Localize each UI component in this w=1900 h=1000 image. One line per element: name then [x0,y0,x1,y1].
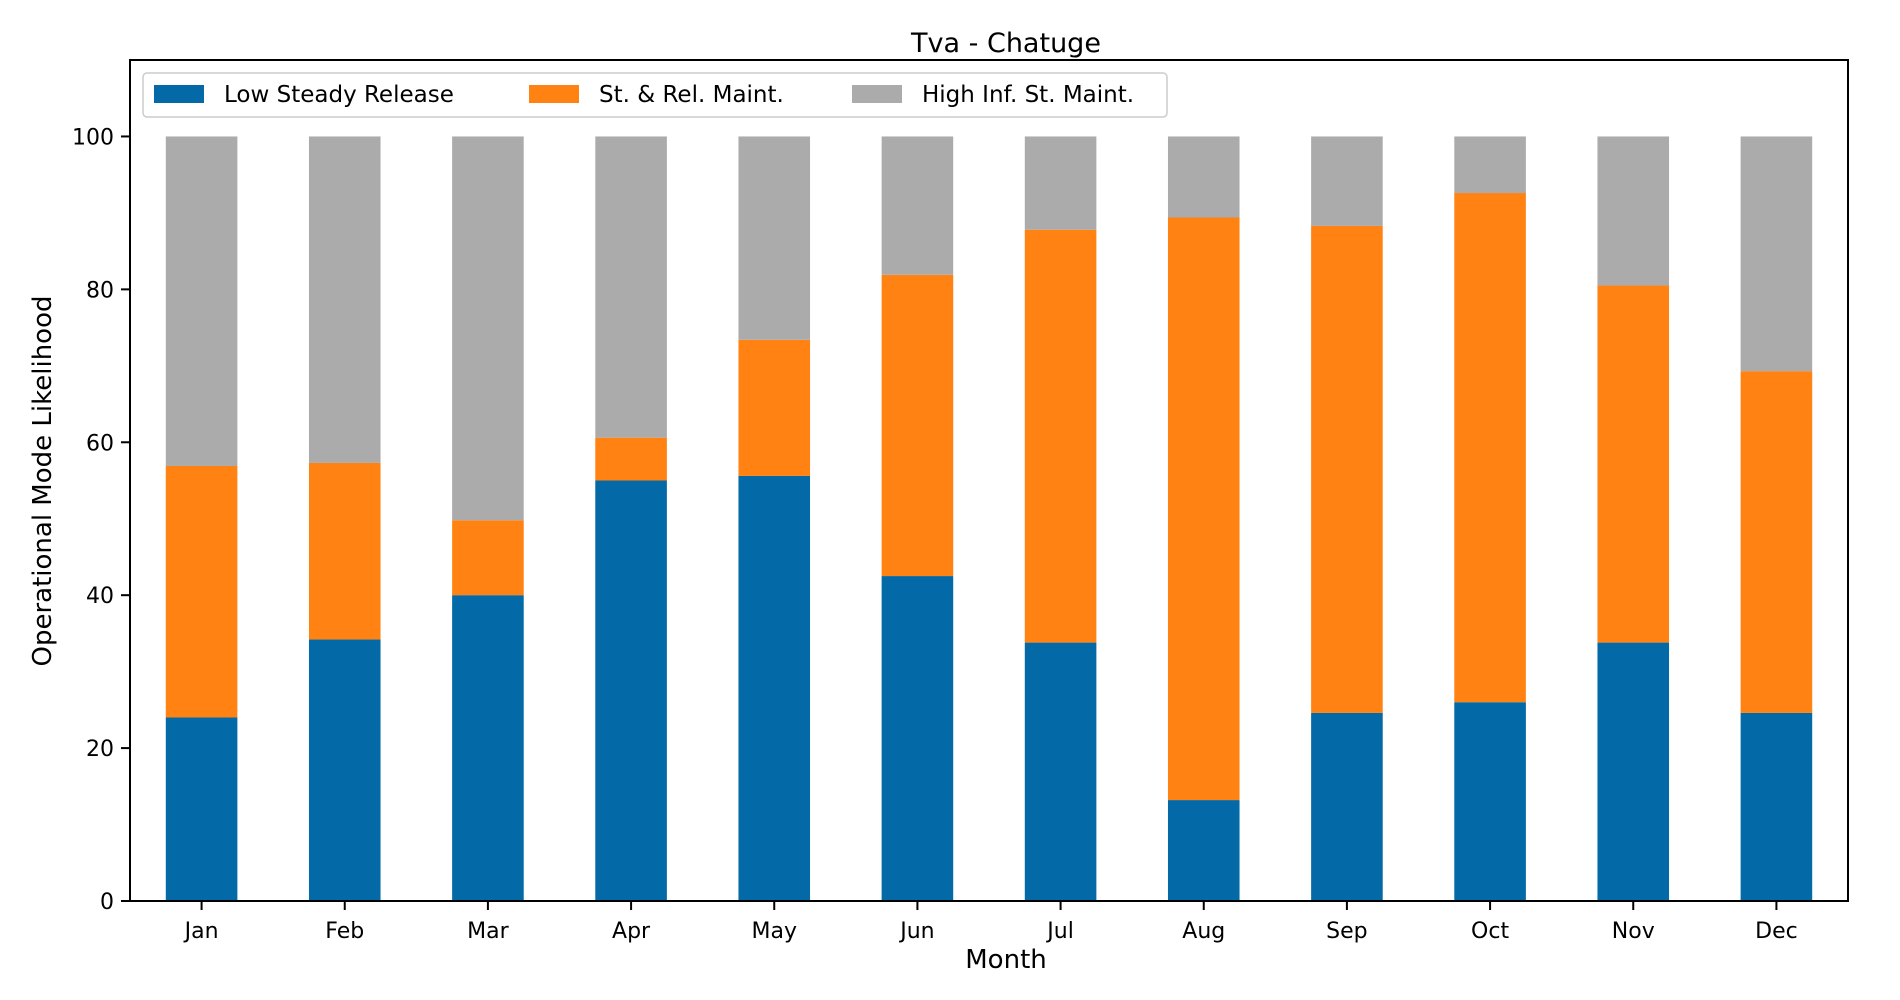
bar-mar-series-3 [452,136,524,521]
bar-aug-series-2 [1167,217,1240,801]
bar-may-series-2 [738,339,811,476]
bar-jun-series-2 [881,274,954,577]
y-tick-label: 40 [86,584,114,609]
legend-swatch-1 [154,85,204,103]
bar-may-series-3 [738,136,811,340]
bar-dec-series-3 [1740,136,1813,372]
x-tick-label-may: May [752,919,797,944]
bar-oct-series-2 [1454,193,1526,703]
y-tick-label: 20 [86,737,114,762]
bar-oct-series-3 [1454,136,1526,194]
bar-jun-series-3 [881,136,954,275]
bar-jan-series-1 [165,717,238,901]
bar-jul-series-2 [1024,229,1097,643]
x-tick-label-jun: Jun [898,919,934,944]
x-axis-title: Month [965,945,1047,975]
x-tick-label-sep: Sep [1326,919,1367,944]
bar-apr-series-1 [595,480,667,901]
bar-jan-series-3 [165,136,238,466]
bar-oct-series-1 [1454,702,1526,901]
bar-sep-series-1 [1311,712,1383,901]
bar-sep-series-3 [1311,136,1383,226]
x-tick-label-apr: Apr [612,919,651,944]
bar-aug-series-1 [1167,800,1240,901]
bar-may-series-1 [738,475,811,901]
x-tick-label-dec: Dec [1755,919,1798,944]
bar-jul-series-1 [1024,642,1097,901]
bar-jun-series-1 [881,576,954,901]
x-tick-label-aug: Aug [1182,919,1225,944]
bar-jan-series-2 [165,465,238,718]
bar-aug-series-3 [1167,136,1240,218]
x-tick-label-jan: Jan [183,919,219,944]
bar-sep-series-2 [1311,225,1383,713]
bar-feb-series-1 [308,639,381,901]
bar-apr-series-2 [595,437,667,481]
bars-layer [165,136,1813,901]
axes-layer: 0 20 40 60 80 100 Jan Feb Mar Apr May Jun Jul Aug Sep O… [72,59,1849,944]
x-tick-label-oct: Oct [1471,919,1509,944]
y-tick-label: 0 [100,890,114,915]
x-tick-label-mar: Mar [467,919,509,944]
legend: Low Steady Release St. & Rel. Maint. High … [142,72,1168,118]
bar-mar-series-2 [452,520,524,596]
bar-nov-series-3 [1597,136,1670,286]
y-tick-label: 60 [86,431,114,456]
bar-feb-series-2 [308,462,381,640]
chart-title: Tva - Chatuge [910,28,1101,59]
x-tick-label-nov: Nov [1612,919,1655,944]
bar-apr-series-3 [595,136,667,438]
y-tick-label: 100 [72,125,114,150]
legend-swatch-3 [852,85,902,103]
y-tick-label: 80 [86,278,114,303]
bar-nov-series-1 [1597,642,1670,901]
bar-dec-series-2 [1740,371,1813,713]
plot-frame [129,59,1849,902]
legend-label-2: St. & Rel. Maint. [599,82,784,108]
x-tick-label-feb: Feb [325,919,364,944]
legend-swatch-2 [529,85,579,103]
bar-mar-series-1 [452,595,524,901]
legend-box [142,72,1168,118]
legend-label-3: High Inf. St. Maint. [922,82,1134,108]
bar-feb-series-3 [308,136,381,463]
bar-jul-series-3 [1024,136,1097,230]
y-axis-title: Operational Mode Likelihood [28,296,58,667]
bar-dec-series-1 [1740,712,1813,901]
legend-label-1: Low Steady Release [224,82,454,108]
bar-nov-series-2 [1597,285,1670,643]
x-tick-label-jul: Jul [1045,919,1074,944]
